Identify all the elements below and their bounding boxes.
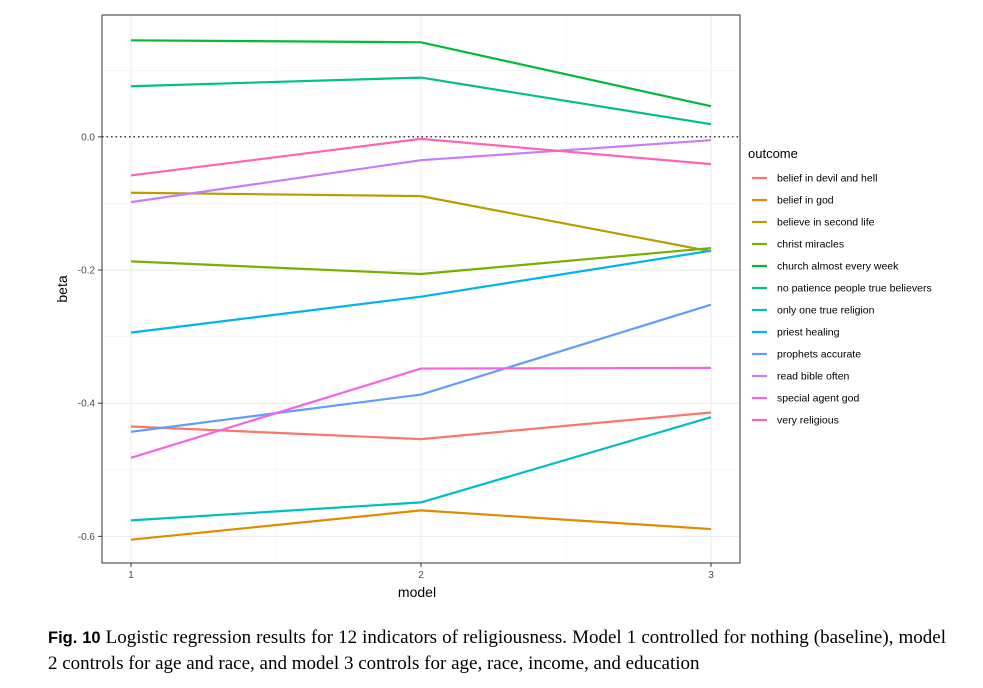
legend-entry-label: read bible often: [777, 371, 850, 383]
legend-entry-label: prophets accurate: [777, 349, 861, 361]
x-tick-label: 1: [128, 570, 134, 581]
series-line-priest-healing: [130, 249, 712, 334]
series-line-only-one-true-religion: [130, 416, 712, 522]
legend-entry-label: very religious: [777, 415, 839, 427]
x-axis: 1 2 3: [128, 563, 714, 581]
x-tick-label: 2: [418, 570, 424, 581]
legend-entry-label: special agent god: [777, 393, 859, 405]
legend-entry-label: no patience people true believers: [777, 283, 932, 295]
series-line-christ-miracles: [130, 246, 712, 276]
series-line-believe-in-second-life: [130, 191, 712, 253]
y-tick-label: -0.2: [78, 266, 96, 277]
legend-entry-label: priest healing: [777, 327, 840, 339]
series-lines: [130, 39, 712, 541]
y-axis-title: beta: [54, 275, 70, 302]
legend-entry-label: christ miracles: [777, 239, 844, 251]
caption-label: Fig. 10: [48, 629, 101, 647]
y-tick-label: -0.6: [78, 532, 96, 543]
legend-entry-label: belief in god: [777, 195, 834, 207]
series-line-read-bible-often: [130, 139, 712, 204]
y-tick-label: 0.0: [81, 132, 95, 143]
x-tick-label: 3: [708, 570, 714, 581]
legend-entry-label: church almost every week: [777, 261, 899, 273]
series-line-special-agent-god: [130, 366, 712, 459]
y-tick-label: -0.4: [78, 399, 96, 410]
series-line-very-religious: [130, 137, 712, 177]
legend-title: outcome: [748, 146, 798, 161]
series-line-church-almost-every-week: [130, 39, 712, 108]
legend: outcome belief in devil and hell belief i…: [748, 146, 932, 427]
legend-entry-label: believe in second life: [777, 217, 875, 229]
series-line-belief-in-god: [130, 509, 712, 541]
caption-text: Logistic regression results for 12 indic…: [48, 627, 947, 674]
y-axis: 0.0 -0.2 -0.4 -0.6: [78, 132, 102, 543]
x-axis-title: model: [398, 584, 436, 600]
legend-entry-label: belief in devil and hell: [777, 173, 877, 185]
series-line-belief-in-devil-and-hell: [130, 411, 712, 441]
regression-line-chart: 0.0 -0.2 -0.4 -0.6 1 2 3 model beta outcome b…: [54, 14, 932, 600]
series-line-no-patience-people-true-believers: [130, 76, 712, 126]
series-line-prophets-accurate: [130, 303, 712, 433]
figure-caption: Fig. 10 Logistic regression results for …: [48, 625, 946, 676]
legend-entry-label: only one true religion: [777, 305, 875, 317]
